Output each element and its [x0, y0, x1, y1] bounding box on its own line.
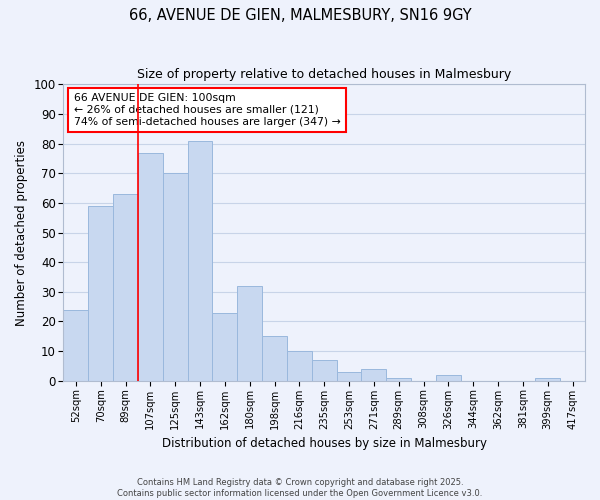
Bar: [361, 369, 386, 380]
Bar: [337, 372, 361, 380]
Bar: [262, 336, 287, 380]
Bar: [88, 206, 113, 380]
Bar: [436, 374, 461, 380]
Text: 66 AVENUE DE GIEN: 100sqm
← 26% of detached houses are smaller (121)
74% of semi: 66 AVENUE DE GIEN: 100sqm ← 26% of detac…: [74, 94, 341, 126]
Title: Size of property relative to detached houses in Malmesbury: Size of property relative to detached ho…: [137, 68, 511, 80]
Bar: [64, 310, 88, 380]
Bar: [163, 174, 188, 380]
Bar: [113, 194, 138, 380]
Bar: [188, 140, 212, 380]
Y-axis label: Number of detached properties: Number of detached properties: [15, 140, 28, 326]
Bar: [138, 152, 163, 380]
Text: Contains HM Land Registry data © Crown copyright and database right 2025.
Contai: Contains HM Land Registry data © Crown c…: [118, 478, 482, 498]
Bar: [212, 312, 237, 380]
X-axis label: Distribution of detached houses by size in Malmesbury: Distribution of detached houses by size …: [162, 437, 487, 450]
Bar: [312, 360, 337, 380]
Bar: [287, 351, 312, 380]
Bar: [386, 378, 411, 380]
Bar: [535, 378, 560, 380]
Bar: [237, 286, 262, 380]
Text: 66, AVENUE DE GIEN, MALMESBURY, SN16 9GY: 66, AVENUE DE GIEN, MALMESBURY, SN16 9GY: [128, 8, 472, 22]
